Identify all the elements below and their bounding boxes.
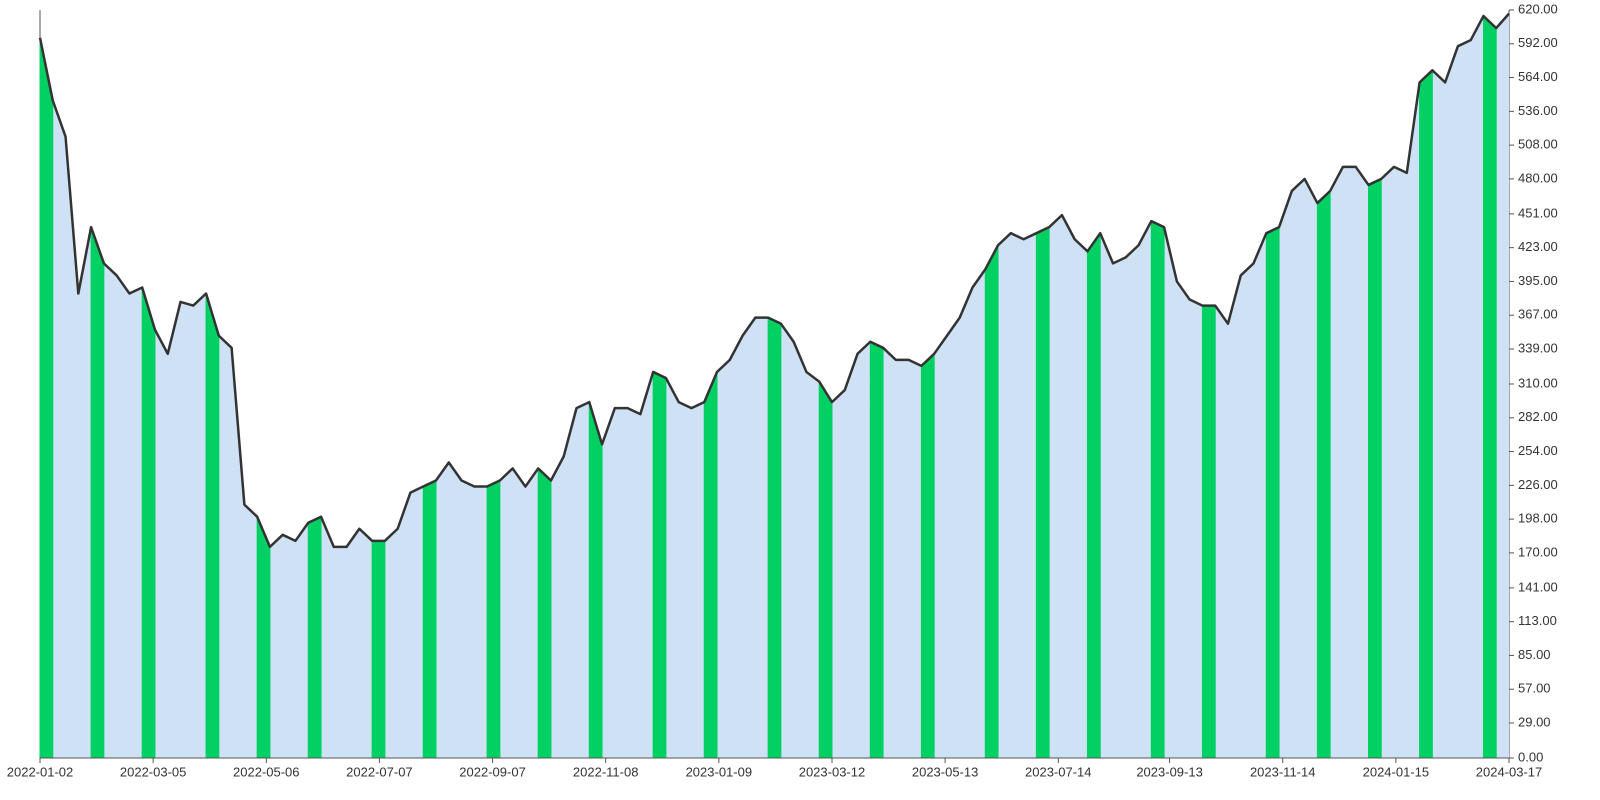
x-tick-label: 2024-03-17 (1476, 764, 1543, 779)
x-tick-label: 2022-09-07 (459, 764, 526, 779)
x-tick-label: 2022-11-08 (573, 764, 639, 779)
x-tick-label: 2023-03-12 (799, 764, 866, 779)
x-tick-label: 2022-03-05 (120, 764, 187, 779)
y-tick-label: 480.00 (1518, 170, 1558, 185)
y-tick-label: 339.00 (1518, 340, 1558, 355)
x-tick-label: 2022-01-02 (7, 764, 74, 779)
y-tick-label: 310.00 (1518, 375, 1558, 390)
y-tick-label: 508.00 (1518, 137, 1558, 152)
x-tick-label: 2023-09-13 (1136, 764, 1203, 779)
x-tick-label: 2023-07-14 (1025, 764, 1092, 779)
y-tick-label: 141.00 (1518, 579, 1558, 594)
y-tick-label: 423.00 (1518, 239, 1558, 254)
y-tick-label: 170.00 (1518, 544, 1558, 559)
x-tick-label: 2022-07-07 (346, 764, 413, 779)
y-tick-label: 57.00 (1518, 681, 1551, 696)
y-tick-label: 536.00 (1518, 103, 1558, 118)
y-tick-label: 226.00 (1518, 477, 1558, 492)
y-tick-label: 254.00 (1518, 443, 1558, 458)
y-tick-label: 564.00 (1518, 69, 1558, 84)
x-tick-label: 2024-01-15 (1363, 764, 1430, 779)
area (39, 14, 1497, 759)
y-tick-label: 620.00 (1518, 1, 1558, 16)
y-tick-label: 113.00 (1518, 613, 1557, 628)
x-tick-label: 2023-11-14 (1250, 764, 1316, 779)
y-tick-label: 367.00 (1518, 307, 1558, 322)
x-tick-label: 2023-01-09 (686, 764, 753, 779)
y-tick-label: 282.00 (1518, 409, 1558, 424)
y-tick-label: 592.00 (1518, 35, 1558, 50)
line (38, 12, 1510, 549)
y-tick-label: 85.00 (1518, 647, 1551, 662)
x-tick-label: 2023-05-13 (912, 764, 979, 779)
y-tick-label: 198.00 (1518, 511, 1558, 526)
y-tick-label: 451.00 (1518, 205, 1558, 220)
x-tick-label: 2022-05-06 (233, 764, 300, 779)
y-tick-label: 395.00 (1518, 273, 1558, 288)
y-tick-label: 29.00 (1518, 714, 1551, 729)
y-tick-label: 0.00 (1518, 749, 1543, 764)
